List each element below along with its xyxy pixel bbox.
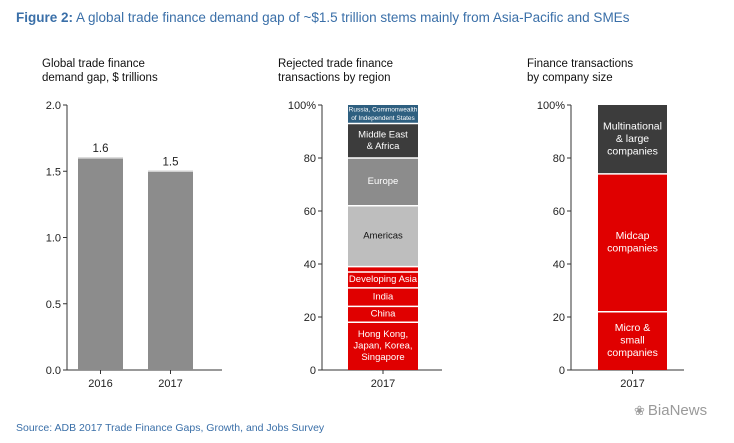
segment-2-2 xyxy=(598,105,667,174)
panel-2-title-line-1: Rejected trade finance xyxy=(278,58,394,70)
segment-1-2 xyxy=(348,287,418,307)
figure-title-text: A global trade finance demand gap of ~$1… xyxy=(76,10,630,25)
panel-3-title-line-1: Finance transactions xyxy=(527,58,634,70)
y-tick-label-0-2: 1.0 xyxy=(46,233,61,245)
y-tick-label-1-3: 60 xyxy=(304,206,316,218)
segment-label-1-0-1: Japan, Korea, xyxy=(353,340,412,351)
bar-2017 xyxy=(148,171,193,370)
segment-2-1 xyxy=(598,173,667,312)
segment-label-1-3-0: Developing Asia xyxy=(349,274,418,285)
y-tick-label-2-5: 100% xyxy=(537,100,565,112)
segment-label-1-8-0: Russia, Commonwealth xyxy=(349,106,418,113)
x-tick-label-0-0: 2016 xyxy=(88,378,112,390)
segment-label-1-2-0: India xyxy=(373,291,394,302)
segment-label-1-5-0: Americas xyxy=(363,231,403,242)
watermark-text: BiaNews xyxy=(647,402,708,419)
segment-label-2-1-0: Midcap xyxy=(616,230,650,242)
x-tick-label-2-0: 2017 xyxy=(620,378,644,390)
panel-2-title: Rejected trade finance transactions by r… xyxy=(278,57,393,85)
segment-2-0 xyxy=(598,311,667,370)
segment-label-1-7-1: & Africa xyxy=(367,141,400,152)
panel-3-title-line-2: by company size xyxy=(527,72,613,84)
segment-label-1-0-0: Hong Kong, xyxy=(358,329,408,340)
watermark: ❀ BiaNews xyxy=(634,402,707,419)
segment-label-2-0-2: companies xyxy=(607,347,658,359)
y-tick-label-1-0: 0 xyxy=(310,365,316,377)
y-tick-label-1-2: 40 xyxy=(304,259,316,271)
segment-label-2-2-1: & large xyxy=(616,133,649,145)
segment-label-1-1-0: China xyxy=(371,309,397,320)
segment-1-6 xyxy=(348,158,418,206)
segment-1-3 xyxy=(348,271,418,288)
panel-3-title: Finance transactions by company size xyxy=(527,57,633,85)
segment-1-5 xyxy=(348,205,418,267)
figure-title: Figure 2: A global trade finance demand … xyxy=(16,10,629,25)
segment-label-2-2-0: Multinational xyxy=(603,121,662,133)
source-note: Source: ADB 2017 Trade Finance Gaps, Gro… xyxy=(16,422,325,434)
segment-1-4 xyxy=(348,266,418,272)
x-tick-label-0-1: 2017 xyxy=(158,378,182,390)
x-tick-label-1-0: 2017 xyxy=(371,378,395,390)
panel-1-title: Global trade finance demand gap, $ trill… xyxy=(42,57,158,85)
y-tick-label-0-3: 1.5 xyxy=(46,166,61,178)
segment-label-2-0-0: Micro & xyxy=(615,322,651,334)
segment-label-1-8-1: of Independent States xyxy=(351,115,415,122)
y-tick-label-1-1: 20 xyxy=(304,312,316,324)
figure-label: Figure 2: xyxy=(16,10,74,25)
y-tick-label-2-4: 80 xyxy=(553,153,565,165)
segment-1-0 xyxy=(348,322,418,370)
data-label-2016: 1.6 xyxy=(93,143,109,155)
segment-label-2-0-1: small xyxy=(620,335,645,347)
segment-label-2-1-1: companies xyxy=(607,243,658,255)
segment-1-8 xyxy=(348,105,418,124)
y-tick-label-0-1: 0.5 xyxy=(46,299,61,311)
y-tick-label-2-0: 0 xyxy=(559,365,565,377)
segment-label-1-6-0: Europe xyxy=(368,176,399,187)
segment-label-1-0-2: Singapore xyxy=(361,352,404,363)
panel-2-title-line-2: transactions by region xyxy=(278,72,391,84)
y-tick-label-2-1: 20 xyxy=(553,312,565,324)
wechat-icon: ❀ xyxy=(634,403,645,418)
y-tick-label-2-3: 60 xyxy=(553,206,565,218)
y-tick-label-1-4: 80 xyxy=(304,153,316,165)
y-tick-label-0-0: 0.0 xyxy=(46,365,61,377)
data-label-2017: 1.5 xyxy=(163,156,179,168)
panel-1-title-line-2: demand gap, $ trillions xyxy=(42,72,158,84)
bar-2016 xyxy=(78,158,123,370)
segment-1-1 xyxy=(348,306,418,323)
segment-label-1-7-0: Middle East xyxy=(358,129,408,140)
segment-label-2-2-2: companies xyxy=(607,146,658,158)
segment-1-7 xyxy=(348,123,418,158)
panel-1-title-line-1: Global trade finance xyxy=(42,58,145,70)
y-tick-label-1-5: 100% xyxy=(288,100,316,112)
y-tick-label-2-2: 40 xyxy=(553,259,565,271)
y-tick-label-0-4: 2.0 xyxy=(46,100,61,112)
